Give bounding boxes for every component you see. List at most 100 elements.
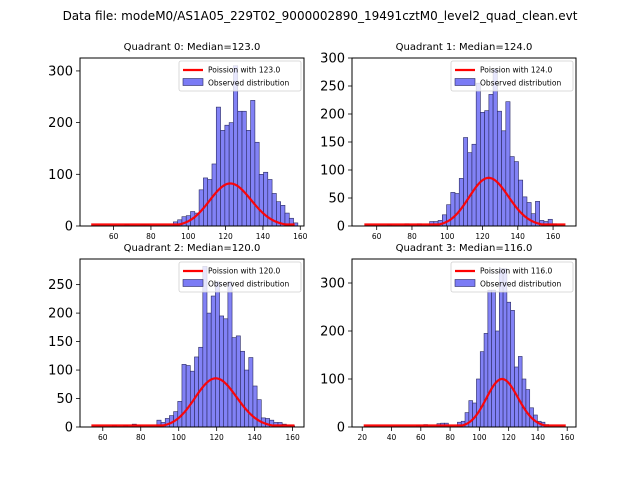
- y-tick-label: 200: [48, 307, 73, 322]
- y-tick-label: 50: [328, 192, 345, 207]
- panel-title: Quadrant 3: Median=116.0: [396, 243, 533, 254]
- histogram-bar: [501, 130, 507, 227]
- panel-title: Quadrant 2: Median=120.0: [124, 243, 261, 254]
- axes-frame: [79, 57, 305, 227]
- histogram-bar: [479, 351, 485, 428]
- axes-frame: [351, 258, 577, 428]
- histogram-bar: [509, 156, 515, 227]
- histogram-bar: [224, 124, 230, 227]
- x-tick-label: 120: [210, 433, 225, 442]
- histogram-bar: [471, 143, 477, 227]
- legend-bar-swatch: [454, 279, 476, 287]
- histogram-bar: [240, 350, 245, 428]
- histogram-bar: [497, 110, 502, 227]
- histogram-bar: [220, 130, 226, 227]
- y-tick-label: 200: [320, 325, 345, 340]
- legend-bar-swatch: [182, 78, 204, 86]
- histogram-bar: [506, 301, 512, 428]
- histogram-bar: [491, 289, 496, 428]
- histogram-bar: [237, 110, 243, 227]
- histogram-bar: [487, 289, 492, 428]
- histogram-bar: [463, 137, 469, 227]
- x-tick-label: 60: [372, 232, 382, 241]
- panel-quadrant-1: Quadrant 1: Median=124.0 0 50 100 150 200 250 3…: [320, 42, 577, 241]
- legend: [178, 60, 302, 92]
- histogram-bar: [223, 318, 229, 428]
- poisson-curve: [363, 377, 566, 427]
- histogram-bar: [215, 106, 221, 227]
- legend: [178, 261, 302, 293]
- legend-bar-swatch: [182, 279, 204, 287]
- panel-title: Quadrant 1: Median=124.0: [396, 42, 533, 53]
- y-tick-label: 0: [337, 220, 345, 235]
- histogram-bar: [522, 196, 528, 227]
- histogram-bar: [246, 130, 251, 227]
- histogram-bar: [256, 399, 262, 428]
- y-tick-label: 300: [48, 64, 73, 79]
- histogram-bar: [210, 295, 216, 428]
- x-tick-label: 60: [416, 433, 426, 442]
- x-tick-label: 80: [445, 433, 455, 442]
- histogram-bar: [488, 94, 494, 227]
- histogram-bar: [518, 179, 524, 227]
- legend-label-poisson: Poission with 116.0: [480, 267, 553, 276]
- histogram-bar: [510, 310, 515, 428]
- panel-quadrant-3: Quadrant 3: Median=116.0 0 100 200 300 20 40 60…: [320, 243, 577, 442]
- histogram-bar: [480, 112, 485, 227]
- y-tick-label: 100: [48, 168, 73, 183]
- legend-label-observed: Observed distribution: [480, 280, 561, 289]
- x-tick-label: 140: [531, 433, 546, 442]
- histogram-bar: [219, 315, 225, 428]
- histogram-bar: [235, 335, 241, 428]
- y-tick-label: 250: [320, 80, 345, 95]
- legend-label-poisson: Poission with 123.0: [208, 66, 281, 75]
- histogram-bar: [258, 174, 264, 227]
- histogram-bar: [476, 378, 481, 428]
- x-tick-label: 140: [256, 232, 271, 241]
- histogram-bar: [250, 100, 256, 227]
- x-tick-label: 100: [472, 433, 487, 442]
- poisson-curve: [91, 182, 295, 226]
- histogram-bar: [454, 193, 460, 227]
- histogram-bar: [505, 101, 511, 227]
- x-tick-label: 100: [181, 232, 196, 241]
- legend: [450, 261, 574, 293]
- x-tick-label: 160: [293, 232, 308, 241]
- poisson-curve: [91, 377, 295, 427]
- panel-quadrant-2: Quadrant 2: Median=120.0 0 50 100 150 200 250 6…: [48, 243, 305, 442]
- panel-quadrant-0: Quadrant 0: Median=123.0 0 100 200 300 60 80 10…: [48, 42, 307, 241]
- x-tick-label: 140: [511, 232, 526, 241]
- histogram-bar: [475, 82, 481, 227]
- x-tick-label: 160: [285, 433, 300, 442]
- legend-label-poisson: Poission with 124.0: [480, 66, 553, 75]
- histogram-bar: [521, 378, 527, 428]
- x-tick-label: 80: [136, 433, 146, 442]
- y-tick-label: 300: [320, 277, 345, 292]
- histogram-bar: [231, 337, 237, 428]
- histogram-bar: [185, 365, 191, 428]
- histogram-bar: [203, 177, 208, 227]
- histogram-bar: [241, 110, 247, 227]
- x-tick-label: 120: [501, 433, 516, 442]
- x-tick-label: 120: [218, 232, 233, 241]
- histogram-bar: [181, 364, 187, 428]
- histogram-bar: [458, 178, 464, 227]
- x-tick-label: 40: [387, 433, 397, 442]
- histogram-bar: [492, 68, 498, 227]
- x-tick-label: 160: [560, 433, 575, 442]
- histogram-bar: [206, 312, 212, 428]
- legend-label-observed: Observed distribution: [208, 280, 289, 289]
- y-tick-label: 300: [320, 52, 345, 67]
- histogram-bar: [483, 333, 489, 428]
- x-tick-label: 20: [357, 433, 367, 442]
- y-tick-label: 100: [320, 373, 345, 388]
- y-tick-label: 50: [56, 392, 73, 407]
- legend-label-poisson: Poission with 120.0: [208, 267, 281, 276]
- x-tick-label: 80: [407, 232, 417, 241]
- x-tick-label: 140: [247, 433, 262, 442]
- histogram-bar: [252, 385, 258, 428]
- histogram-bar: [484, 110, 490, 227]
- x-tick-label: 60: [98, 433, 108, 442]
- histogram-bar: [525, 389, 531, 428]
- x-tick-label: 120: [475, 232, 490, 241]
